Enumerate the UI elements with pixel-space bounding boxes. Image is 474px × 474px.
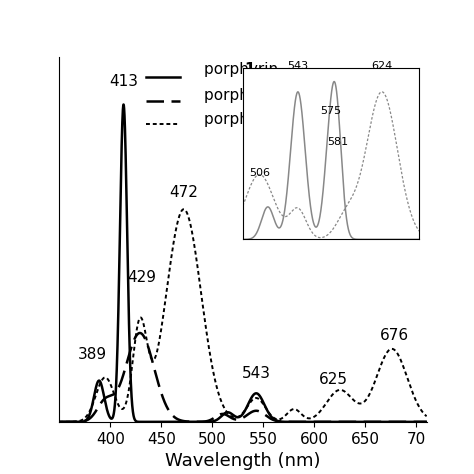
Text: 1: 1 [245, 62, 255, 77]
Text: 389: 389 [77, 346, 107, 362]
Text: 2: 2 [245, 88, 255, 103]
Text: porphyrin: porphyrin [204, 88, 283, 103]
Text: porphyrin: porphyrin [204, 112, 283, 127]
Text: 506: 506 [249, 168, 270, 178]
Text: 472: 472 [169, 185, 198, 200]
Text: 676: 676 [379, 328, 409, 343]
Text: 543: 543 [287, 61, 309, 71]
X-axis label: Wavelength (nm): Wavelength (nm) [165, 452, 321, 470]
Text: 429: 429 [128, 270, 156, 285]
Text: 543: 543 [242, 365, 271, 381]
Legend: , , : , , [140, 64, 194, 138]
Text: 575: 575 [320, 106, 342, 116]
Text: 624: 624 [371, 61, 392, 71]
Text: 413: 413 [109, 73, 138, 89]
Text: 581: 581 [327, 137, 348, 147]
Text: 3: 3 [245, 112, 255, 127]
Text: 625: 625 [319, 372, 348, 387]
Text: porphyrin: porphyrin [204, 62, 283, 77]
